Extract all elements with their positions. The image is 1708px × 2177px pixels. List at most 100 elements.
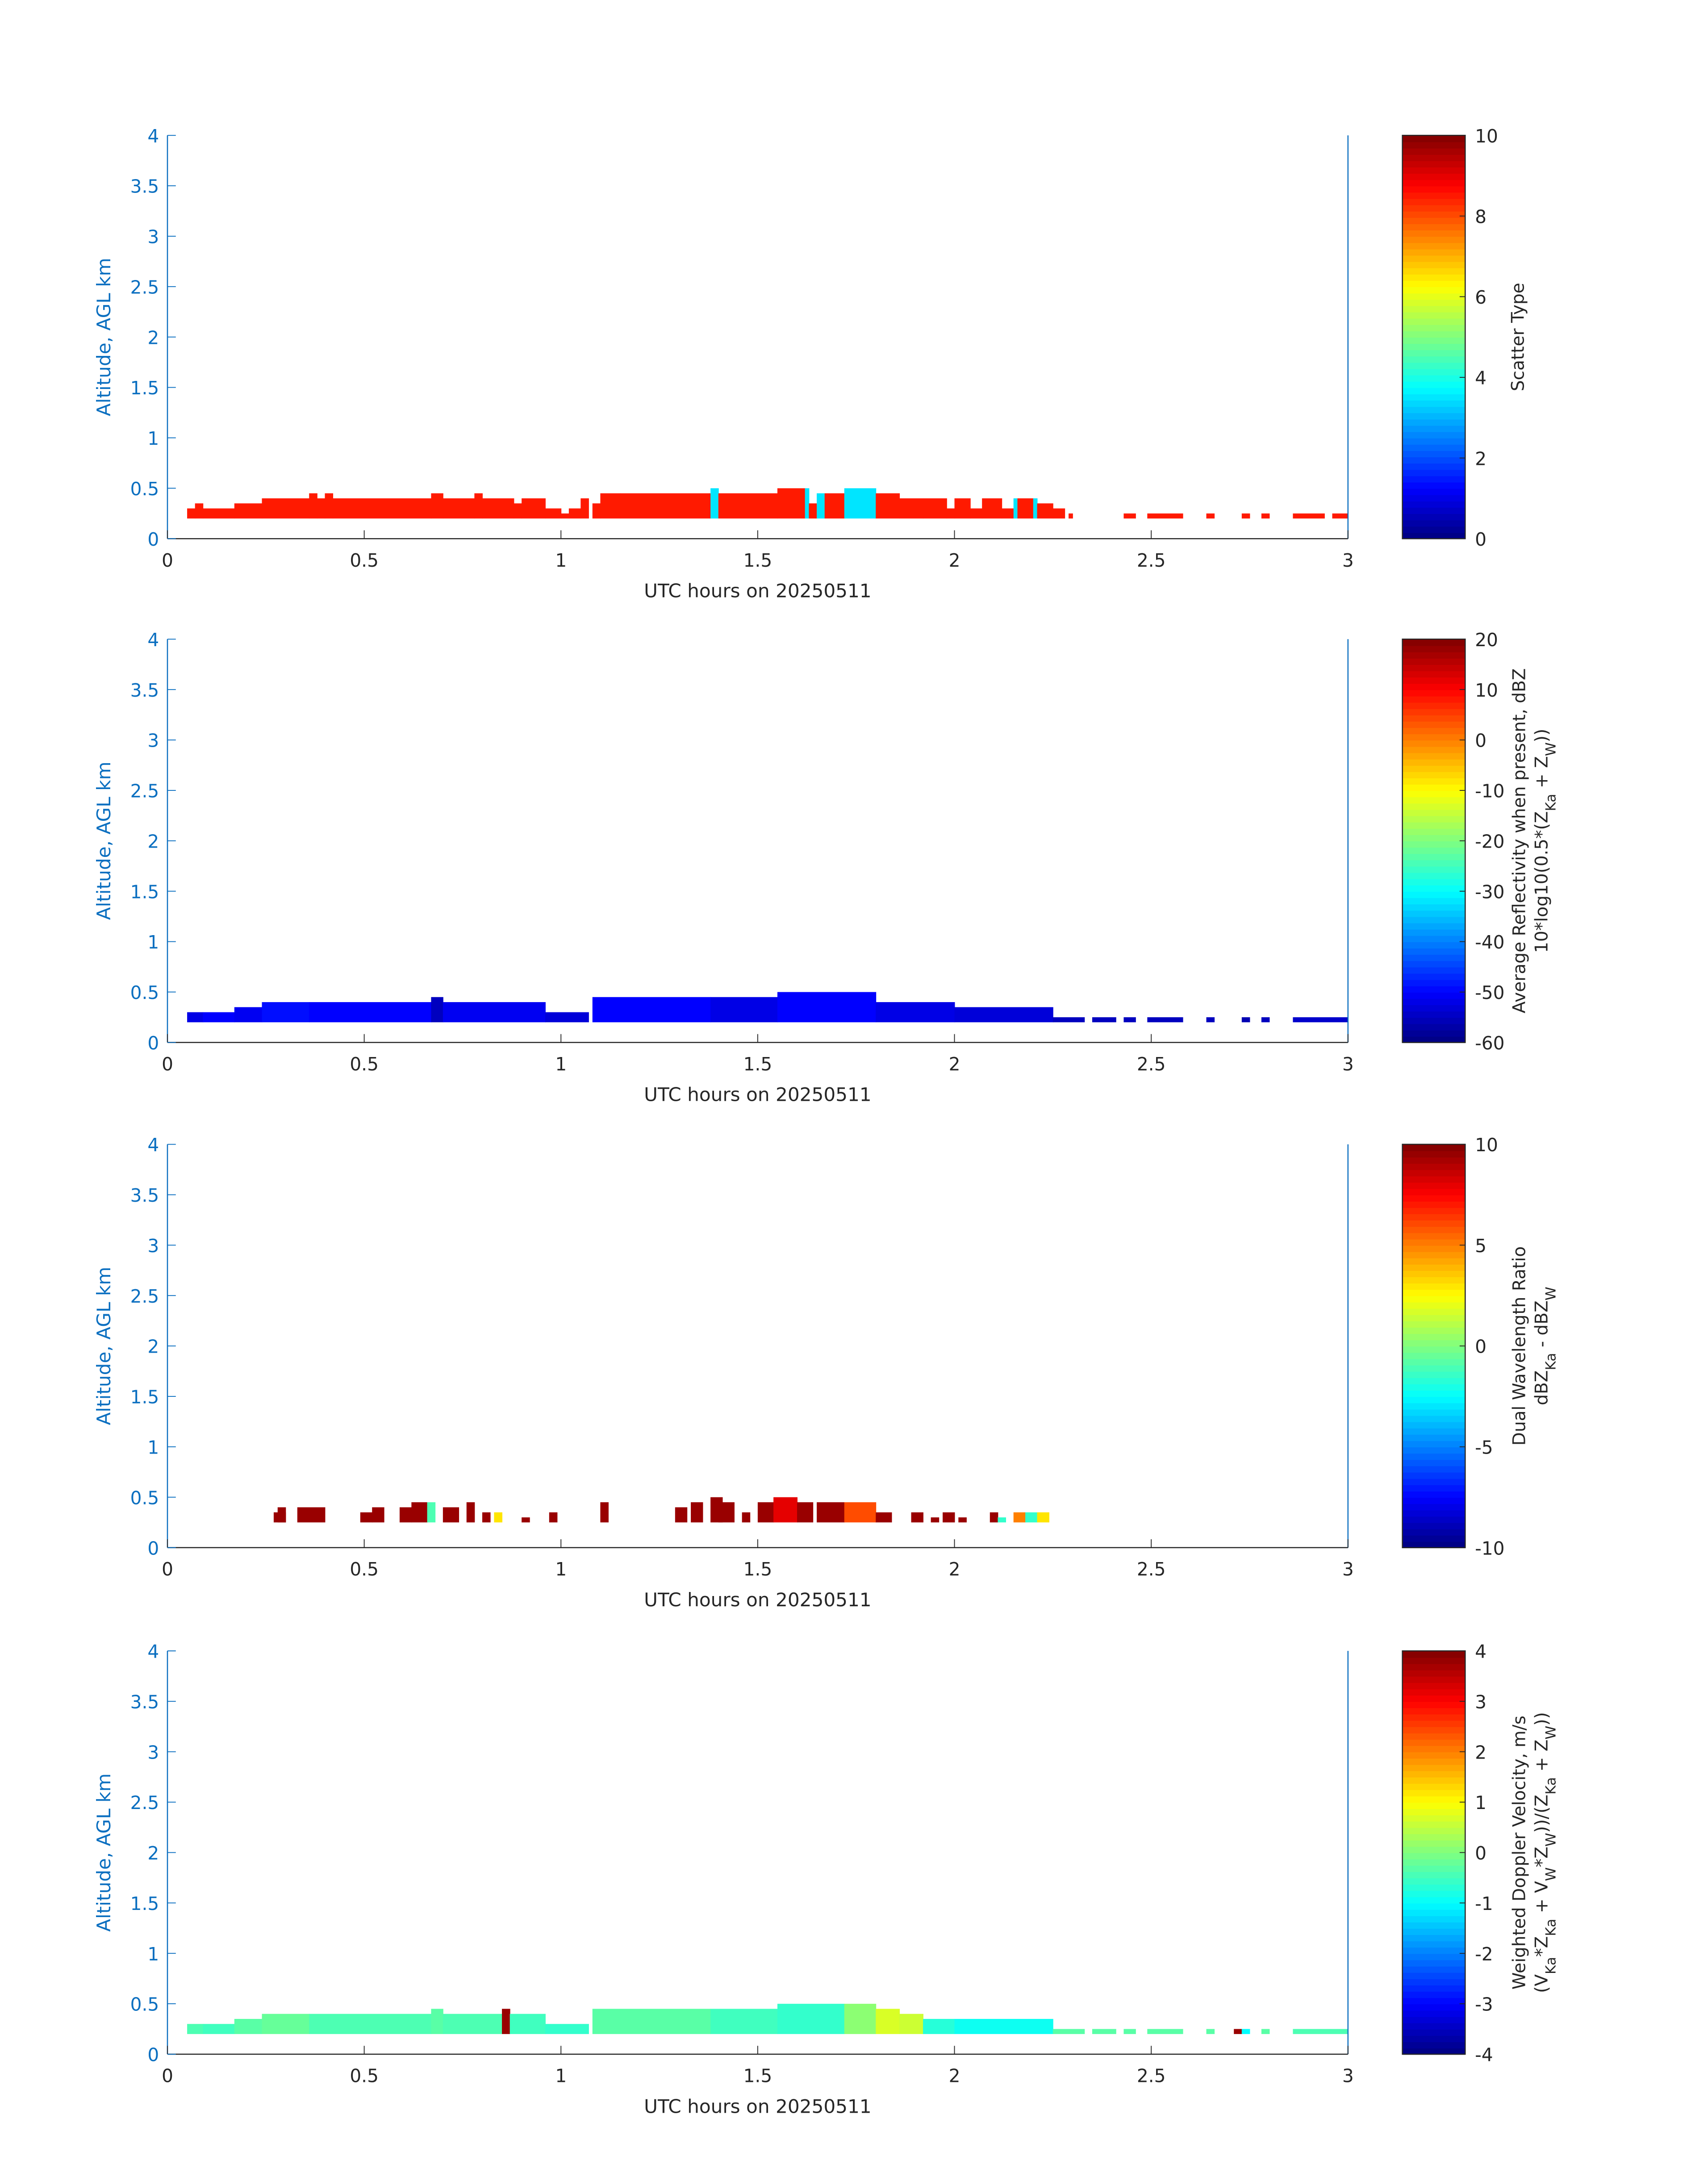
colorbar-swatch	[1402, 1972, 1466, 1979]
colorbar-swatch	[1402, 1695, 1466, 1702]
colorbar-swatch	[1402, 507, 1466, 514]
colorbar-swatch	[1402, 670, 1466, 678]
colorbar-swatch	[1402, 1966, 1466, 1973]
colorbar-swatch	[1402, 1377, 1466, 1384]
colorbar-frame	[1402, 134, 1466, 539]
y-tick-label: 3	[147, 226, 159, 248]
y-tick-label: 1.5	[130, 377, 159, 399]
colorbar-swatch	[1402, 1978, 1466, 1986]
colorbar-swatch	[1402, 1176, 1466, 1183]
colorbar-swatch	[1402, 2047, 1466, 2055]
heatmap-cell	[954, 1007, 1053, 1023]
y-axis-label: Altitude, AGL km	[93, 1773, 115, 1932]
colorbar-swatch	[1402, 916, 1466, 923]
colorbar-swatch	[1402, 797, 1466, 804]
colorbar-swatch	[1402, 343, 1466, 351]
colorbar-swatch	[1402, 1726, 1466, 1734]
colorbar-swatch	[1402, 1264, 1466, 1271]
heatmap-cell	[1261, 513, 1270, 519]
colorbar-swatch	[1402, 1428, 1466, 1435]
heatmap-cell	[1293, 2029, 1349, 2034]
heatmap-cell	[592, 997, 711, 1023]
subscript: Ka	[1543, 1957, 1559, 1974]
colorbar-swatch	[1402, 1890, 1466, 1897]
colorbar-swatch	[1402, 456, 1466, 464]
colorbar-tick-label: 2	[1475, 448, 1487, 469]
colorbar-swatch	[1402, 1466, 1466, 1473]
colorbar-label-line: (VKa*ZKa + VW*ZW))/(ZKa + ZW))	[1532, 1712, 1559, 1993]
colorbar-swatch	[1402, 1960, 1466, 1967]
y-tick-label: 0	[147, 529, 159, 550]
colorbar-label-line: dBZKa - dBZW	[1532, 1287, 1559, 1405]
colorbar-tick-label: 10	[1475, 1134, 1498, 1156]
colorbar-swatch	[1402, 526, 1466, 533]
colorbar-swatch	[1402, 777, 1466, 785]
colorbar-swatch	[1402, 992, 1466, 999]
colorbar-swatch	[1402, 1472, 1466, 1479]
colorbar-swatch	[1402, 790, 1466, 798]
colorbar-swatch	[1402, 998, 1466, 1005]
heatmap-cell	[1092, 2029, 1116, 2034]
colorbar-swatch	[1402, 318, 1466, 325]
colorbar-swatch	[1402, 1670, 1466, 1677]
heatmap-cell	[600, 1502, 609, 1523]
y-tick-label: 0	[147, 1032, 159, 1054]
panel-4: 0 0.5 1 1.5 2 2.5 3 0 0.5 1 1.5 2 2.5 3 3.5 4 UTC hours …	[93, 1641, 1559, 2118]
colorbar-swatch	[1402, 1270, 1466, 1278]
colorbar-swatch	[1402, 2010, 1466, 2017]
colorbar-swatch	[1402, 368, 1466, 376]
x-tick-label: 1.5	[743, 1053, 773, 1075]
y-tick-label: 4	[147, 1134, 159, 1156]
colorbar-tick-label: -10	[1475, 1538, 1504, 1559]
colorbar-swatch	[1402, 1308, 1466, 1315]
heatmap-cell	[1052, 1017, 1085, 1023]
colorbar-swatch	[1402, 2029, 1466, 2036]
colorbar-swatch	[1402, 1409, 1466, 1416]
colorbar-swatch	[1402, 2035, 1466, 2043]
colorbar-swatch	[1402, 1251, 1466, 1258]
colorbar-swatch	[1402, 885, 1466, 892]
colorbar-swatch	[1402, 1789, 1466, 1797]
y-tick-label: 0.5	[130, 478, 159, 500]
y-axis-label: Altitude, AGL km	[93, 1267, 115, 1425]
colorbar-swatch	[1402, 1535, 1466, 1542]
x-axis-label: UTC hours on 20250511	[644, 580, 872, 602]
colorbar-swatch	[1402, 1440, 1466, 1448]
colorbar-label-line: Dual Wavelength Ratio	[1510, 1246, 1530, 1446]
y-tick-label: 3	[147, 730, 159, 752]
colorbar-swatch	[1402, 1997, 1466, 2005]
colorbar-swatch	[1402, 312, 1466, 319]
x-tick-label: 1	[555, 2065, 567, 2087]
colorbar-swatch	[1402, 1796, 1466, 1803]
colorbar-swatch	[1402, 1701, 1466, 1709]
colorbar-tick-label: 10	[1475, 680, 1498, 701]
heatmap-cell	[187, 508, 196, 519]
x-tick-label: 3	[1342, 1559, 1354, 1580]
colorbar-label-line: Weighted Doppler Velocity, m/s	[1510, 1716, 1530, 1990]
y-tick-label: 3.5	[130, 176, 159, 197]
colorbar-swatch	[1402, 910, 1466, 917]
colorbar-tick-label: 0	[1475, 1843, 1487, 1864]
colorbar-swatch	[1402, 1852, 1466, 1859]
colorbar-swatch	[1402, 1663, 1466, 1671]
colorbar-swatch	[1402, 349, 1466, 357]
x-tick-label: 0	[162, 1559, 173, 1580]
label-text: *Z	[1532, 1847, 1552, 1867]
heatmap-cell	[777, 488, 806, 519]
colorbar-swatch	[1402, 1877, 1466, 1885]
y-tick-label: 1.5	[130, 881, 159, 903]
colorbar-swatch	[1402, 217, 1466, 224]
heatmap-cell	[1017, 498, 1034, 519]
colorbar-swatch	[1402, 1541, 1466, 1548]
label-text: (V	[1532, 1974, 1552, 1993]
colorbar-swatch	[1402, 179, 1466, 187]
x-tick-label: 1	[555, 550, 567, 571]
colorbar-swatch	[1402, 721, 1466, 728]
colorbar-label-line: Scatter Type	[1508, 283, 1528, 391]
colorbar-swatch	[1402, 759, 1466, 766]
y-tick-label: 3.5	[130, 680, 159, 701]
heatmap-cell	[509, 2014, 546, 2034]
heatmap-cell	[234, 1007, 263, 1023]
colorbar-swatch	[1402, 513, 1466, 521]
label-text: Average Reflectivity when present, dBZ	[1510, 669, 1530, 1014]
